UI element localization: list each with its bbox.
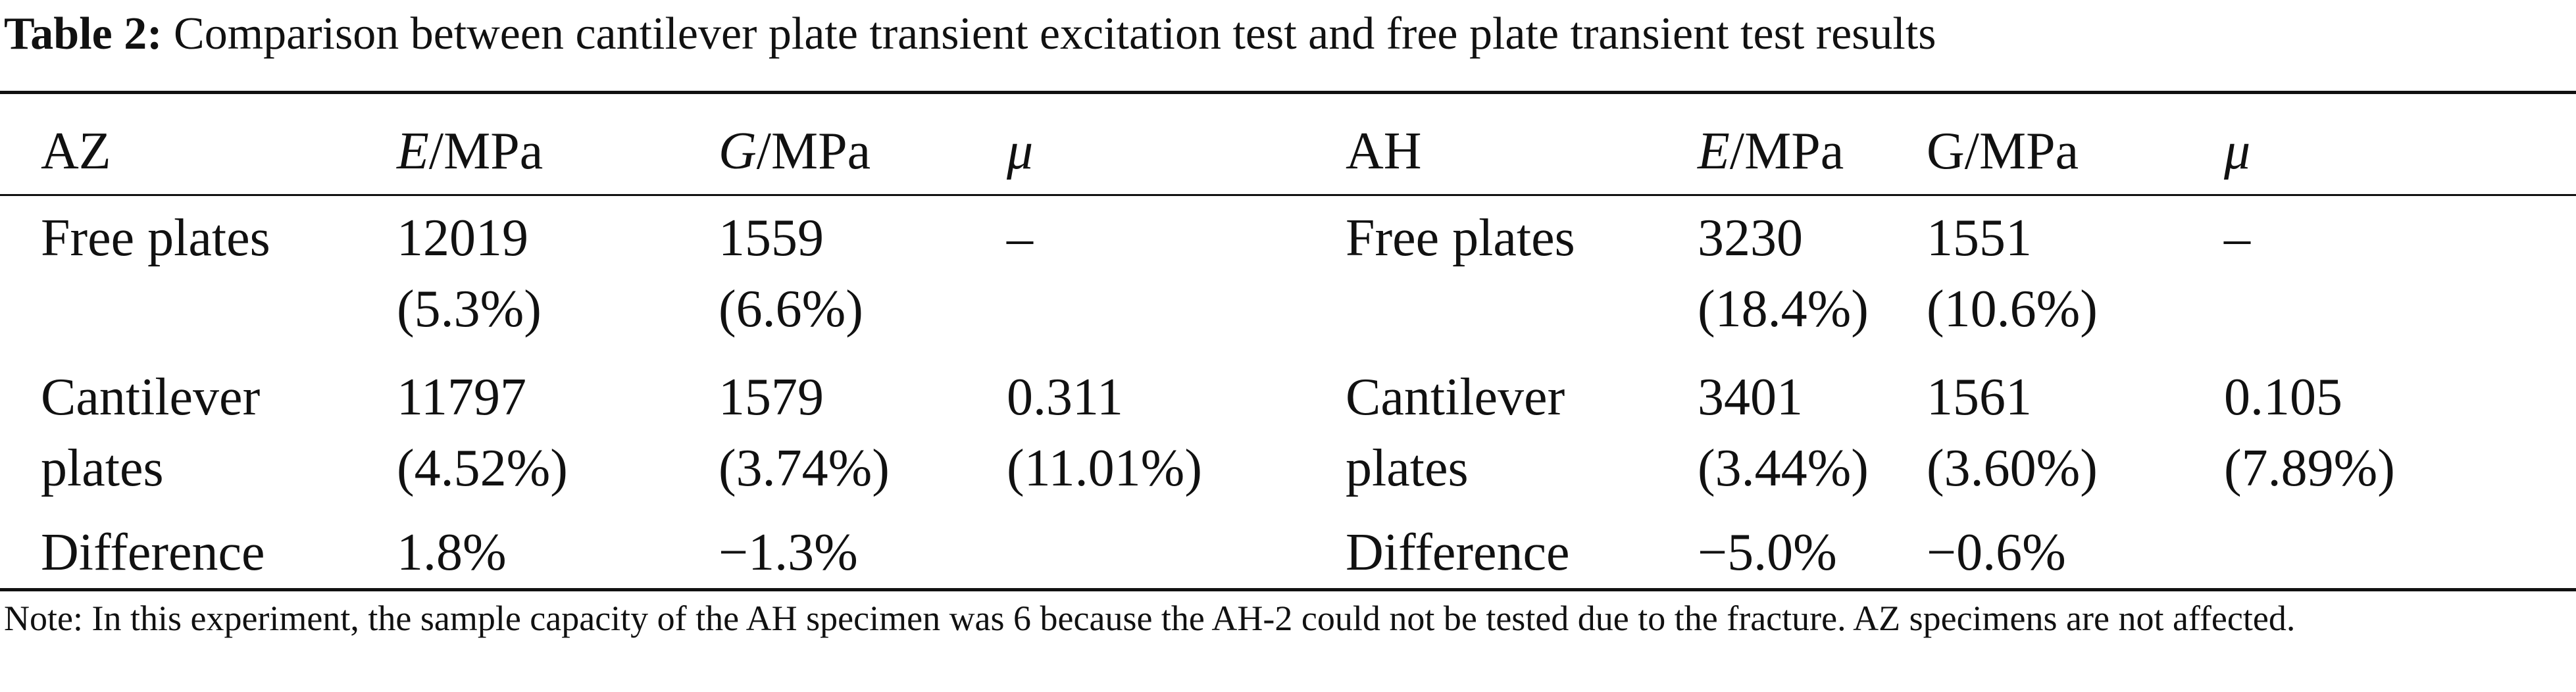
header-ah-g: G/MPa	[1927, 122, 2079, 180]
row-cantilever-ah-e: 3401	[1698, 368, 1803, 426]
row-cantilever-label-ah-line2: plates	[1346, 439, 1469, 497]
row-free-ah-g: 1551	[1927, 209, 2032, 267]
row-difference-ah-g: −0.6%	[1927, 524, 2066, 581]
table-title-text: Comparison between cantilever plate tran…	[174, 9, 1936, 59]
row-cantilever-ah-g-pct: (3.60%)	[1927, 439, 2098, 497]
header-az-e-unit: /MPa	[428, 122, 543, 180]
row-free-az-g-pct: (6.6%)	[719, 280, 863, 338]
row-cantilever-ah-e-pct: (3.44%)	[1698, 439, 1869, 497]
row-free-ah-e-pct: (18.4%)	[1698, 280, 1869, 338]
header-az-mu: μ	[1007, 122, 1034, 180]
row-free-ah-mu: –	[2224, 209, 2250, 267]
row-cantilever-az-mu-pct: (11.01%)	[1007, 439, 1202, 497]
row-cantilever-ah-mu: 0.105	[2224, 368, 2342, 426]
row-free-az-e-pct: (5.3%)	[397, 280, 542, 338]
table-title: Table 2: Comparison between cantilever p…	[4, 1, 1936, 67]
header-az-g-unit: /MPa	[756, 122, 871, 180]
row-cantilever-az-e-pct: (4.52%)	[397, 439, 568, 497]
row-cantilever-az-mu: 0.311	[1007, 368, 1124, 426]
header-ah: AH	[1346, 122, 1422, 180]
row-cantilever-az-g-pct: (3.74%)	[719, 439, 890, 497]
row-cantilever-label-line2: plates	[41, 439, 164, 497]
header-az-g: G/MPa	[719, 116, 871, 187]
header-az: AZ	[41, 122, 111, 180]
row-difference-az-e: 1.8%	[397, 524, 507, 581]
row-difference-az-g: −1.3%	[719, 524, 858, 581]
header-az-e-var: E	[397, 122, 429, 180]
row-free-ah-e: 3230	[1698, 209, 1803, 267]
header-ah-e: E/MPa	[1698, 116, 1844, 187]
row-free-az-e: 12019	[397, 209, 528, 267]
row-cantilever-az-e: 11797	[397, 368, 527, 426]
row-free-az-mu: –	[1007, 209, 1033, 267]
table-top-rule	[0, 91, 2576, 94]
header-az-g-var: G	[719, 122, 757, 180]
row-difference-label: Difference	[41, 524, 265, 581]
row-free-label: Free plates	[41, 209, 270, 267]
row-free-az-g: 1559	[719, 209, 824, 267]
table-bottom-rule	[0, 588, 2576, 591]
row-cantilever-az-g: 1579	[719, 368, 824, 426]
header-ah-mu: μ	[2224, 122, 2251, 180]
row-cantilever-label-line1: Cantilever	[41, 368, 261, 426]
row-free-label-ah: Free plates	[1346, 209, 1575, 267]
table-note: Note: In this experiment, the sample cap…	[4, 599, 2296, 638]
row-cantilever-ah-g: 1561	[1927, 368, 2032, 426]
row-free-ah-g-pct: (10.6%)	[1927, 280, 2098, 338]
row-cantilever-label-ah-line1: Cantilever	[1346, 368, 1565, 426]
header-ah-e-var: E	[1698, 122, 1730, 180]
row-difference-ah-e: −5.0%	[1698, 524, 1837, 581]
header-rule	[0, 194, 2576, 196]
header-ah-e-unit: /MPa	[1729, 122, 1844, 180]
header-az-e: E/MPa	[397, 116, 543, 187]
row-difference-label-ah: Difference	[1346, 524, 1570, 581]
table-title-label: Table 2:	[4, 9, 163, 59]
row-cantilever-ah-mu-pct: (7.89%)	[2224, 439, 2395, 497]
